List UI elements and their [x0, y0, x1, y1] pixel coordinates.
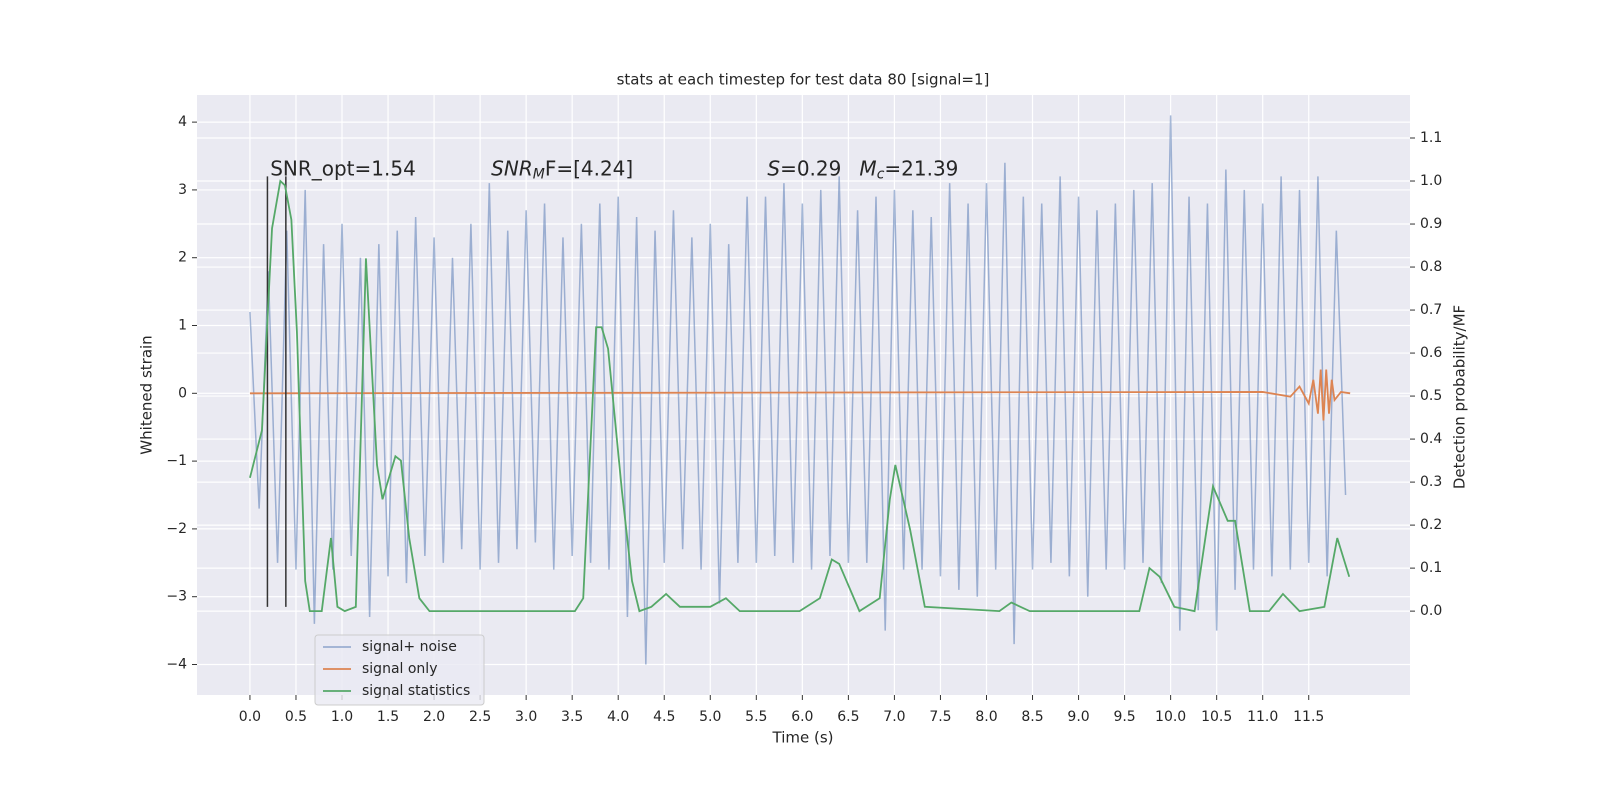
annotation-text: SNR_opt=1.54 — [270, 156, 416, 180]
annotation-tail: F=[4.24] — [545, 156, 633, 180]
annotation-sub: M — [533, 167, 545, 183]
chart-title: stats at each timestep for test data 80 … — [617, 71, 990, 89]
annotation: SNRMF=[4.24] — [491, 156, 633, 183]
legend-label: signal+ noise — [362, 639, 457, 655]
y2-tick-label: 0.9 — [1420, 216, 1442, 232]
y-tick-label: 0 — [178, 385, 187, 401]
x-tick-label: 4.5 — [653, 709, 675, 725]
x-tick-label: 5.5 — [745, 709, 767, 725]
annotation: SNR_opt=1.54 — [270, 156, 416, 180]
y2-tick-label: 0.7 — [1420, 302, 1442, 318]
x-tick-label: 0.0 — [239, 709, 261, 725]
legend-box — [314, 634, 485, 706]
annotation: Mc=21.39 — [859, 156, 958, 183]
y2-axis-label: Detection probability/MF — [1451, 305, 1469, 489]
y2-tick-label: 1.1 — [1420, 130, 1442, 146]
x-tick-label: 3.5 — [561, 709, 583, 725]
series-line — [249, 115, 1347, 665]
y2-tick-label: 0.6 — [1420, 345, 1442, 361]
y-tick-label: 4 — [178, 114, 187, 130]
x-tick-label: 9.5 — [1113, 709, 1135, 725]
series-line — [249, 369, 1351, 421]
y2-tick-label: 0.0 — [1420, 603, 1442, 619]
series-line — [249, 179, 1351, 613]
y2-tick-label: 0.1 — [1420, 560, 1442, 576]
annotation-text: SNR — [491, 156, 533, 180]
x-tick-label: 2.0 — [423, 709, 445, 725]
y2-tick-label: 0.5 — [1420, 388, 1442, 404]
x-tick-label: 1.5 — [377, 709, 399, 725]
annotation-text: S — [767, 156, 780, 180]
x-tick-label: 7.5 — [929, 709, 951, 725]
x-tick-label: 3.0 — [515, 709, 537, 725]
y-tick-label: −3 — [166, 589, 187, 605]
x-tick-label: 5.0 — [699, 709, 721, 725]
x-tick-label: 6.0 — [791, 709, 813, 725]
x-tick-label: 7.0 — [883, 709, 905, 725]
x-tick-label: 11.0 — [1247, 709, 1278, 725]
x-tick-label: 10.0 — [1155, 709, 1186, 725]
x-tick-label: 9.0 — [1067, 709, 1089, 725]
y2-tick-label: 0.4 — [1420, 431, 1442, 447]
y-tick-label: −2 — [166, 521, 187, 537]
x-axis-label: Time (s) — [772, 729, 834, 747]
y-axis-label: Whitened strain — [138, 335, 156, 454]
y-tick-label: 3 — [178, 182, 187, 198]
x-tick-label: 2.5 — [469, 709, 491, 725]
y-tick-label: 2 — [178, 250, 187, 266]
y-tick-label: −1 — [166, 453, 187, 469]
y2-tick-label: 1.0 — [1420, 173, 1442, 189]
x-tick-label: 6.5 — [837, 709, 859, 725]
x-tick-label: 10.5 — [1201, 709, 1232, 725]
x-tick-label: 8.5 — [1021, 709, 1043, 725]
plot-area — [197, 95, 1410, 695]
annotation-tail: =21.39 — [884, 156, 958, 180]
y2-tick-label: 0.8 — [1420, 259, 1442, 275]
y-tick-label: −4 — [166, 656, 187, 672]
annotation: S=0.29 — [767, 156, 841, 180]
y2-tick-label: 0.3 — [1420, 474, 1442, 490]
legend-label: signal statistics — [362, 683, 470, 699]
x-tick-label: 8.0 — [975, 709, 997, 725]
annotation-sub: c — [877, 167, 885, 183]
x-tick-label: 0.5 — [285, 709, 307, 725]
annotation-tail: =0.29 — [780, 156, 841, 180]
x-tick-label: 11.5 — [1293, 709, 1324, 725]
y-tick-label: 1 — [178, 318, 187, 334]
annotation-text: M — [859, 156, 876, 180]
x-tick-label: 1.0 — [331, 709, 353, 725]
x-tick-label: 4.0 — [607, 709, 629, 725]
legend-label: signal only — [362, 661, 437, 677]
y2-tick-label: 0.2 — [1420, 517, 1442, 533]
